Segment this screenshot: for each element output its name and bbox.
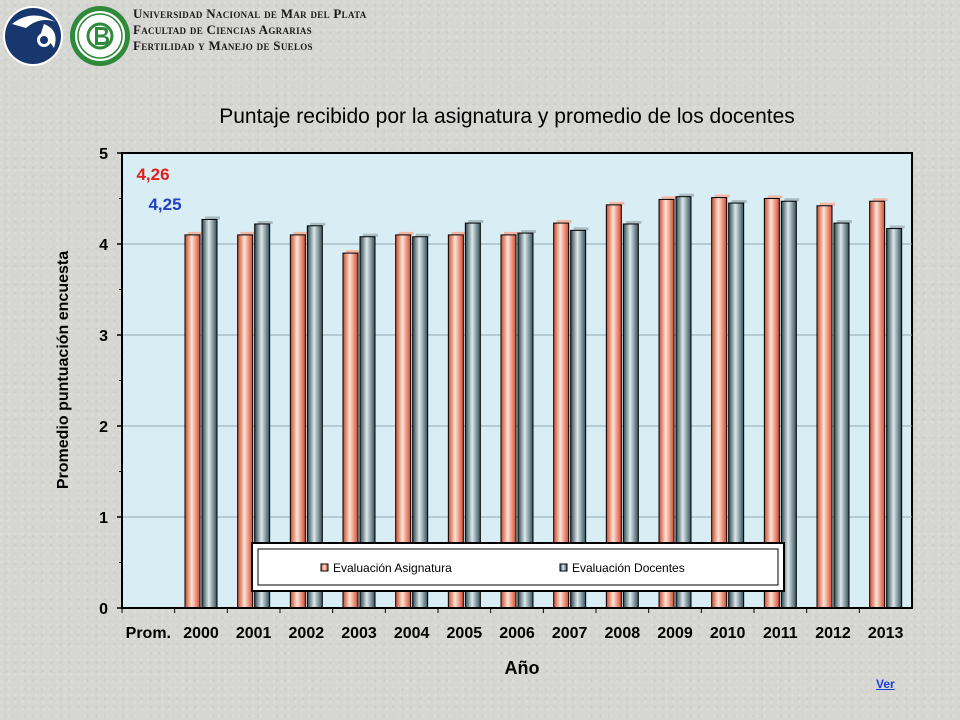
bar-asignatura-top: [872, 198, 888, 202]
bar-asignatura-top: [240, 231, 256, 235]
university-logo-icon: [3, 6, 63, 66]
bar-asignatura-top: [293, 231, 309, 235]
legend-label-docentes: Evaluación Docentes: [572, 561, 685, 575]
bar-docentes: [201, 218, 218, 609]
legend-swatch-docentes: [559, 563, 568, 572]
bar-asignatura-top: [767, 195, 783, 199]
legend-swatch-asignatura: [320, 563, 329, 572]
bar-asignatura-top: [662, 196, 677, 200]
bar-asignatura-top: [609, 201, 625, 205]
bar-docentes-top: [310, 222, 326, 226]
bar-docentes-top: [205, 216, 220, 220]
bar-asignatura-top: [188, 231, 203, 235]
x-tick-label: 2010: [710, 625, 746, 642]
bar-asignatura-top: [504, 231, 519, 235]
bar-asignatura-top: [714, 194, 730, 198]
header-line-department: Fertilidad y Manejo de Suelos: [133, 38, 313, 53]
x-tick-label: 2000: [183, 625, 219, 642]
bar-asignatura: [869, 200, 886, 609]
bar-asignatura-top: [451, 231, 467, 235]
bar-docentes-top: [679, 193, 694, 197]
x-tick-label: 2005: [447, 625, 483, 642]
bar-docentes: [833, 222, 850, 609]
x-axis-label: Año: [505, 658, 540, 678]
bar-asignatura: [237, 234, 254, 609]
bar-asignatura-top: [556, 220, 572, 224]
x-axis-ticks: Prom. 2000 2001 2002 2003 2004 2005 2006 2007 200…: [121, 608, 904, 642]
x-tick-label: 2006: [499, 625, 535, 642]
ver-link[interactable]: Ver: [876, 677, 895, 691]
y-tick-label: 1: [99, 510, 108, 527]
legend-label-asignatura: Evaluación Asignatura: [333, 561, 452, 575]
x-tick-label: 2009: [657, 625, 693, 642]
x-tick-label: 2008: [605, 625, 641, 642]
logos: [0, 0, 130, 75]
x-tick-label: 2012: [815, 625, 851, 642]
x-tick-label: 2002: [289, 625, 325, 642]
bar-docentes-top: [468, 220, 484, 224]
x-tick-label: 2013: [868, 625, 904, 642]
y-tick-label: 3: [99, 328, 108, 345]
bar-docentes-top: [573, 227, 589, 231]
bar-docentes-top: [731, 200, 747, 204]
y-axis-label: Promedio puntuación encuesta: [55, 251, 72, 489]
x-tick-label: 2004: [394, 625, 430, 642]
bar-asignatura-top: [346, 250, 361, 254]
bar-docentes-top: [257, 220, 273, 224]
bar-docentes-top: [889, 225, 905, 229]
bar-asignatura-top: [820, 202, 835, 206]
bars: [122, 193, 912, 609]
legend: Evaluación Asignatura Evaluación Docente…: [251, 542, 785, 592]
annotation-asignatura: 4,26: [136, 165, 169, 184]
bar-docentes-top: [784, 198, 800, 202]
institution-header: Universidad Nacional de Mar del Plata Fa…: [133, 6, 367, 54]
bar-asignatura: [816, 205, 833, 609]
x-tick-label: 2001: [236, 625, 272, 642]
y-tick-label: 2: [99, 419, 108, 436]
plot-area: [121, 152, 913, 609]
bar-docentes-top: [363, 233, 378, 237]
bar-docentes-top: [837, 220, 852, 224]
bar-docentes: [886, 228, 903, 609]
bar-asignatura-top: [398, 231, 414, 235]
faculty-seal-icon: [70, 6, 130, 66]
x-tick-label: 2007: [552, 625, 588, 642]
x-tick-label: Prom.: [126, 625, 171, 642]
header-line-faculty: Facultad de Ciencias Agrarias: [133, 22, 312, 37]
bar-docentes-top: [415, 233, 431, 237]
y-tick-label: 0: [99, 601, 108, 618]
header-line-university: Universidad Nacional de Mar del Plata: [133, 6, 367, 21]
gridlines: [122, 243, 912, 518]
y-tick-label: 4: [99, 237, 108, 254]
chart-title: Puntaje recibido por la asignatura y pro…: [219, 105, 795, 128]
y-tick-label: 5: [99, 146, 108, 163]
y-axis-ticks: 0 1 2 3 4 5: [99, 146, 122, 618]
x-tick-label: 2011: [763, 625, 798, 642]
bar-docentes-top: [626, 220, 642, 224]
x-tick-label: 2003: [341, 625, 377, 642]
bar-asignatura: [184, 234, 201, 609]
bar-docentes-top: [521, 230, 536, 234]
annotation-docentes: 4,25: [148, 195, 181, 214]
